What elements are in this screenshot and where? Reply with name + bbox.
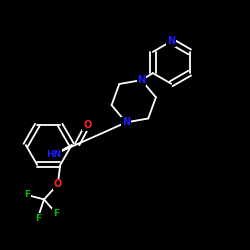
Text: F: F [53,209,59,218]
Text: O: O [54,180,62,190]
Text: HN: HN [46,150,61,159]
Text: F: F [24,190,30,200]
Text: N: N [138,75,145,85]
Text: O: O [83,120,92,130]
Text: N: N [167,36,175,46]
Text: F: F [35,214,41,223]
Text: N: N [122,118,130,128]
